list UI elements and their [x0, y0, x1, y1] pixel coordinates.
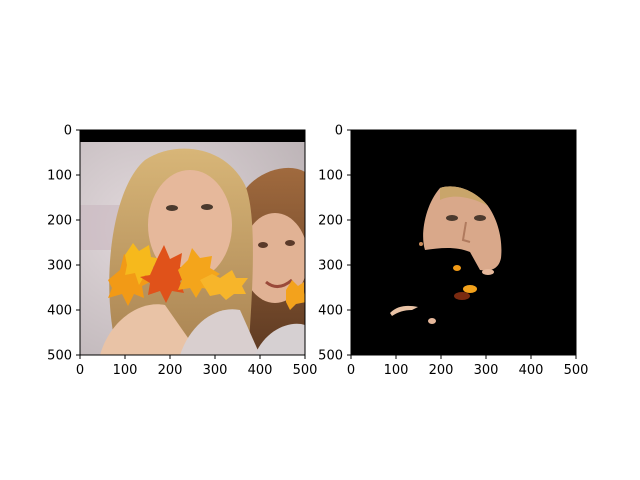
masked-fragment-lip — [463, 285, 477, 293]
masked-fragment-small — [419, 242, 423, 246]
left-person-shoulder — [100, 304, 200, 355]
masked-fragment-chin — [482, 269, 494, 275]
masked-fragment-shoulder — [390, 305, 418, 316]
right-x-tick-label: 100 — [384, 363, 409, 378]
right-y-tick-label: 400 — [318, 304, 343, 319]
left-axes-frame — [79, 129, 306, 356]
right-axes: 0 100 200 300 400 500 0 100 200 300 400 500 — [318, 124, 588, 379]
right-x-tick-label: 400 — [519, 363, 544, 378]
left-y-tick-label: 500 — [47, 349, 72, 364]
left-person-top — [180, 309, 260, 355]
right-person-eye-left — [258, 242, 268, 248]
right-x-tick-label: 200 — [429, 363, 454, 378]
leaf-overlay — [108, 243, 305, 310]
right-axes-frame — [350, 129, 577, 356]
masked-eye-right — [474, 215, 486, 221]
left-y-tick-label: 200 — [47, 214, 72, 229]
left-y-tick-label: 100 — [47, 169, 72, 184]
right-y-tick-label: 300 — [318, 259, 343, 274]
right-person-mouth — [265, 278, 293, 288]
right-y-tick-label: 200 — [318, 214, 343, 229]
left-y-tick-label: 0 — [64, 124, 72, 139]
right-photo — [351, 130, 576, 355]
left-top-black-band — [80, 130, 305, 142]
leaf-yellow-trail — [200, 270, 248, 300]
right-x-tick-label: 300 — [474, 363, 499, 378]
masked-face-region — [423, 186, 502, 271]
left-y-tick-label: 400 — [47, 304, 72, 319]
left-person-face — [148, 170, 232, 280]
left-x-tick-label: 100 — [113, 363, 138, 378]
left-x-tick-label: 200 — [158, 363, 183, 378]
left-x-tick-label: 500 — [293, 363, 318, 378]
left-x-tick-label: 0 — [76, 363, 84, 378]
left-axes: 0 100 200 300 400 500 0 100 200 300 400 500 — [47, 124, 317, 379]
right-y-tick-label: 500 — [318, 349, 343, 364]
right-y-axis: 0 100 200 300 400 500 — [318, 124, 351, 364]
left-y-axis: 0 100 200 300 400 500 — [47, 124, 80, 364]
right-x-axis: 0 100 200 300 400 500 — [347, 355, 589, 378]
right-x-tick-label: 0 — [347, 363, 355, 378]
right-person-top — [255, 323, 305, 355]
left-x-tick-label: 400 — [248, 363, 273, 378]
leaf-small-right — [286, 280, 305, 310]
masked-eye-left — [446, 215, 458, 221]
left-person-eye-left — [166, 205, 178, 211]
masked-fragment-lip-dark — [454, 292, 470, 300]
right-person-eye-right — [285, 240, 295, 246]
masked-fragment-hand — [428, 318, 436, 324]
right-y-tick-label: 0 — [335, 124, 343, 139]
left-x-axis: 0 100 200 300 400 500 — [76, 355, 318, 378]
left-photo — [80, 130, 305, 355]
masked-fragment-leaf — [453, 265, 461, 271]
left-y-tick-label: 300 — [47, 259, 72, 274]
masked-nose-shadow — [461, 221, 471, 243]
left-x-tick-label: 300 — [203, 363, 228, 378]
right-x-tick-label: 500 — [564, 363, 589, 378]
masked-hair-strand — [440, 186, 488, 206]
left-person-eye-right — [201, 204, 213, 210]
right-y-tick-label: 100 — [318, 169, 343, 184]
